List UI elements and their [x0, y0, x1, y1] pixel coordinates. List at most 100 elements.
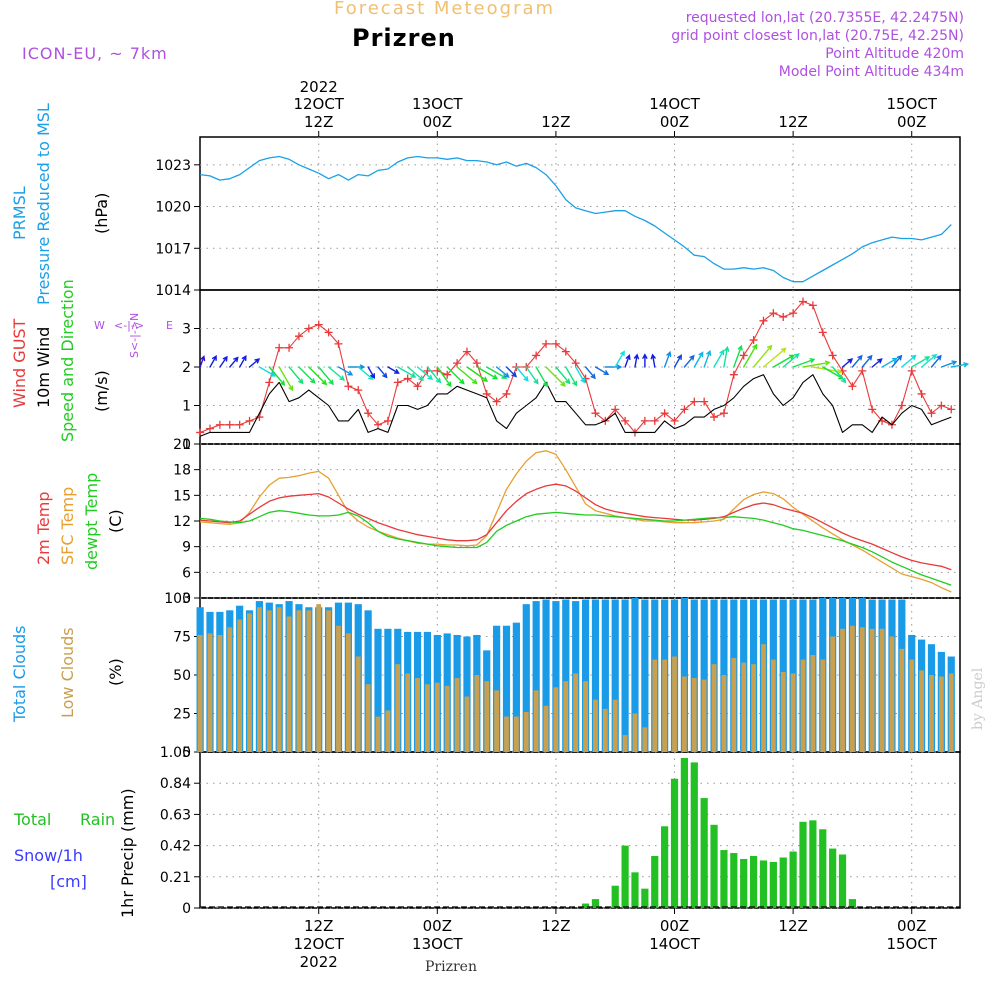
- total-cloud-bar: [611, 599, 619, 752]
- wind-direction-arrow: [565, 366, 577, 387]
- rain-bar: [641, 888, 649, 908]
- wind-gust-marker: [897, 401, 906, 410]
- rain-bar: [631, 872, 639, 908]
- wind-direction-arrow: [239, 355, 247, 368]
- wind-direction-arrow: [367, 366, 376, 379]
- wind-direction-arrow: [446, 366, 465, 385]
- pressure-label-prmsl: PRMSL: [10, 186, 29, 240]
- wind-direction-arrow: [584, 366, 596, 380]
- wind-gust-marker: [927, 409, 936, 418]
- snow-unit-label: [cm]: [50, 872, 87, 891]
- low-cloud-bar: [355, 656, 361, 752]
- wind-direction-arrow: [594, 366, 610, 376]
- wind-direction-arrow: [762, 347, 787, 368]
- total-cloud-bar: [700, 599, 708, 752]
- low-cloud-bar: [405, 673, 411, 752]
- grid-point-coordinates: grid point closest lon,lat (20.75E, 42.2…: [671, 28, 964, 44]
- wind-gust-marker: [324, 328, 333, 337]
- rain-bar: [759, 860, 768, 908]
- wind-direction-arrow: [229, 356, 239, 368]
- low-cloud-bar: [395, 664, 401, 752]
- rain-bar: [581, 903, 590, 908]
- top-date-label: 12OCT: [293, 95, 344, 113]
- low-cloud-bar: [375, 716, 381, 752]
- low-cloud-bar: [879, 628, 885, 752]
- low-cloud-bar: [563, 681, 569, 752]
- bottom-date-label: 13OCT: [412, 935, 463, 953]
- wind-direction-arrow: [772, 354, 795, 368]
- wind-gust-marker: [374, 420, 383, 429]
- wind-gust-marker: [769, 309, 778, 318]
- wind-direction-arrow: [940, 360, 958, 368]
- total-cloud-bar: [374, 628, 382, 752]
- low-cloud-bar: [810, 654, 816, 752]
- wind-direction-arrow: [476, 366, 499, 380]
- rain-bar: [710, 824, 718, 908]
- total-cloud-bar: [552, 601, 560, 752]
- top-time-label: 12Z: [778, 113, 807, 131]
- total-cloud-bar: [641, 599, 649, 752]
- wind-gust-marker: [393, 378, 402, 387]
- rain-bar: [779, 857, 787, 908]
- low-cloud-bar: [543, 705, 549, 752]
- low-cloud-bar: [326, 610, 331, 752]
- wind-gust-marker: [255, 413, 264, 422]
- chart-title: Forecast Meteogram: [334, 0, 556, 19]
- rain-bar: [591, 899, 600, 908]
- bottom-time-label: 00Z: [423, 917, 452, 935]
- rain-bar: [661, 826, 669, 908]
- low-cloud-bar: [859, 627, 865, 752]
- wind-gust-marker: [680, 405, 689, 414]
- wind-direction-arrow: [693, 351, 704, 368]
- wind-direction-arrow: [436, 366, 452, 388]
- wind-direction-arrow: [871, 358, 883, 368]
- wind-direction-arrow: [802, 360, 831, 368]
- wind-gust-marker: [868, 405, 877, 414]
- y-tick-label: 0: [182, 901, 191, 917]
- low-cloud-bar: [642, 727, 648, 752]
- bottom-year-label: 2022: [300, 953, 338, 971]
- wind-direction-arrow: [426, 366, 442, 384]
- total-cloud-bar: [532, 601, 540, 752]
- top-time-label: 00Z: [423, 113, 452, 131]
- low-cloud-bar: [701, 679, 707, 752]
- low-cloud-bar: [345, 633, 351, 752]
- wind-direction-arrow: [792, 358, 816, 368]
- wind-gust-marker: [779, 312, 788, 321]
- low-cloud-bar: [662, 659, 668, 752]
- low-cloud-bar: [365, 684, 371, 752]
- total-cloud-bar: [364, 610, 372, 752]
- wind-gust-marker: [294, 332, 303, 341]
- y-tick-label: 1020: [155, 200, 191, 216]
- top-year-label: 2022: [300, 78, 338, 96]
- wind-direction-arrow: [407, 366, 425, 381]
- wind-direction-arrow: [663, 350, 672, 368]
- low-cloud-bar: [593, 699, 598, 752]
- rain-bar: [838, 854, 847, 908]
- compass-west: W: [94, 319, 105, 332]
- wind-direction-arrow: [387, 366, 400, 374]
- wind-gust-marker: [818, 328, 827, 337]
- rain-bar: [651, 856, 659, 908]
- y-tick-label: 15: [173, 488, 191, 504]
- y-tick-label: 25: [173, 707, 191, 723]
- wind-direction-arrow: [209, 355, 217, 368]
- wind-direction-arrow: [298, 366, 316, 384]
- rain-bar: [819, 829, 827, 908]
- y-tick-label: 18: [173, 463, 191, 479]
- low-cloud-bar: [296, 610, 302, 752]
- low-cloud-bar: [869, 628, 875, 752]
- rain-bar: [670, 778, 679, 908]
- low-cloud-bar: [197, 634, 203, 752]
- wind-direction-arrow: [318, 366, 334, 386]
- low-cloud-bar: [840, 628, 845, 752]
- wind-gust-marker: [532, 351, 541, 360]
- wind-gust-marker: [561, 347, 570, 356]
- y-tick-label: 21: [173, 437, 191, 453]
- wind-direction-arrow: [555, 366, 571, 385]
- wind-gust-marker: [235, 420, 244, 429]
- y-tick-label: 0: [182, 437, 191, 453]
- wind-direction-arrow: [347, 364, 366, 370]
- wind-gust-marker: [364, 409, 373, 418]
